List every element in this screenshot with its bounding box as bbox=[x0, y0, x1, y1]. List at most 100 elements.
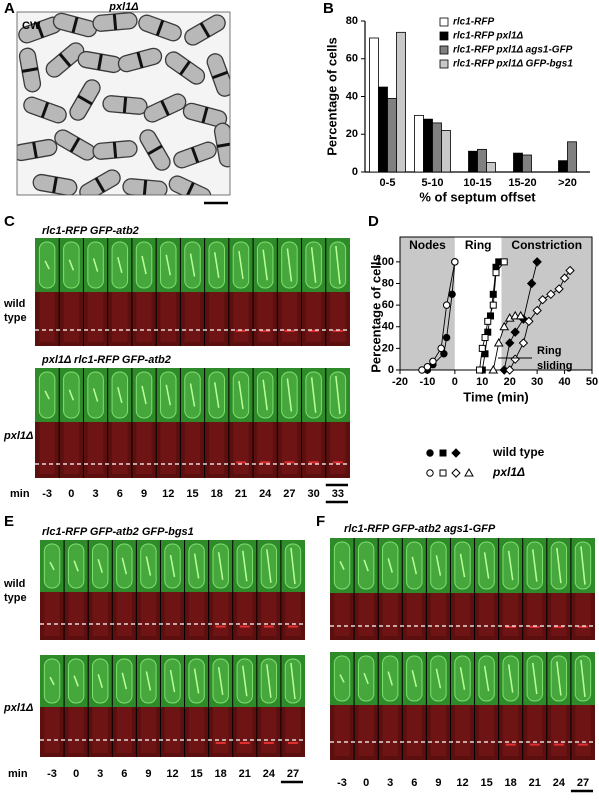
time-label: 3 bbox=[387, 777, 393, 789]
spindle bbox=[165, 384, 172, 406]
bar bbox=[477, 148, 487, 173]
image-frame bbox=[16, 11, 231, 196]
bar bbox=[468, 150, 478, 173]
spindle bbox=[435, 668, 442, 689]
spindle bbox=[339, 674, 345, 683]
cell-red bbox=[184, 292, 201, 342]
spindle bbox=[68, 259, 75, 271]
marker bbox=[537, 295, 548, 305]
y-tick-label: 20 bbox=[382, 342, 394, 354]
bar bbox=[387, 97, 397, 173]
marker bbox=[464, 467, 474, 477]
cell bbox=[143, 93, 187, 123]
time-label: 27 bbox=[287, 768, 299, 780]
marker bbox=[489, 290, 497, 298]
marker bbox=[489, 301, 497, 309]
time-label: 3 bbox=[93, 488, 99, 500]
septum bbox=[112, 141, 118, 159]
marker bbox=[451, 448, 461, 458]
spindle bbox=[580, 659, 586, 698]
spindle bbox=[290, 547, 296, 585]
time-label: 9 bbox=[145, 768, 151, 780]
marker bbox=[546, 289, 556, 300]
time-label: 0 bbox=[68, 488, 74, 500]
y-tick-label: 60 bbox=[382, 299, 394, 311]
spindle bbox=[262, 249, 268, 281]
spindle bbox=[363, 672, 369, 685]
legend-label: rlc1-RFP pxl1Δ ags1-GFP bbox=[453, 45, 573, 56]
cell-red bbox=[551, 705, 567, 756]
spindle bbox=[310, 247, 317, 283]
x-tick-label: 30 bbox=[531, 376, 543, 388]
series-line bbox=[509, 270, 571, 371]
legend-swatch bbox=[439, 45, 449, 55]
marker bbox=[439, 449, 447, 457]
spindle bbox=[411, 670, 418, 687]
panel-letter: D bbox=[368, 213, 379, 230]
marker bbox=[426, 449, 434, 457]
septum bbox=[21, 67, 39, 73]
spindle bbox=[44, 390, 50, 400]
time-label: 3 bbox=[97, 768, 103, 780]
marker bbox=[451, 258, 459, 266]
septum bbox=[190, 146, 200, 164]
cell-red bbox=[285, 592, 301, 636]
spindle bbox=[217, 667, 224, 695]
marker bbox=[418, 366, 426, 374]
marker bbox=[448, 290, 456, 299]
cell bbox=[184, 14, 226, 46]
septum bbox=[35, 21, 45, 39]
cell bbox=[32, 173, 78, 195]
x-tick-label: 0-5 bbox=[380, 177, 396, 189]
spindle bbox=[145, 556, 152, 576]
spindle bbox=[145, 671, 152, 691]
cell-red bbox=[116, 592, 133, 636]
panel-letter: E bbox=[4, 513, 14, 530]
spindle bbox=[92, 388, 99, 402]
bar bbox=[522, 154, 532, 173]
cell bbox=[117, 47, 163, 73]
x-tick-label: 40 bbox=[558, 376, 570, 388]
cell-red bbox=[478, 705, 495, 756]
x-tick-label: >20 bbox=[558, 177, 577, 189]
time-label: 0 bbox=[73, 768, 79, 780]
legend-label: pxl1Δ bbox=[492, 465, 525, 479]
cell-red bbox=[233, 292, 249, 342]
marker bbox=[559, 273, 570, 283]
y-axis-title: Percentage of cells bbox=[324, 37, 339, 156]
x-tick-label: 0 bbox=[452, 376, 458, 388]
cell-red bbox=[330, 292, 346, 342]
spindle bbox=[459, 667, 466, 690]
marker bbox=[442, 333, 451, 342]
marker bbox=[488, 364, 499, 374]
y-tick-label: 100 bbox=[376, 256, 394, 268]
cell-red bbox=[527, 705, 543, 756]
image-label: CW bbox=[22, 20, 41, 32]
marker bbox=[423, 363, 432, 371]
cell-red bbox=[237, 592, 253, 636]
time-label: 24 bbox=[553, 777, 566, 789]
time-unit: min bbox=[8, 768, 28, 780]
x-tick-label: 10 bbox=[476, 376, 488, 388]
septum bbox=[71, 16, 79, 34]
cell-red bbox=[184, 422, 201, 474]
marker bbox=[532, 257, 542, 267]
spindle bbox=[532, 549, 538, 582]
cell bbox=[213, 122, 230, 168]
cell-red bbox=[430, 593, 447, 636]
x-tick-label: 20 bbox=[504, 376, 516, 388]
y-tick-label: 40 bbox=[382, 321, 394, 333]
spindle bbox=[238, 250, 244, 280]
cell bbox=[54, 129, 96, 161]
septum bbox=[52, 176, 58, 194]
septum bbox=[211, 70, 229, 80]
bar bbox=[369, 37, 379, 173]
cell-red bbox=[358, 593, 374, 636]
cell-red bbox=[334, 593, 350, 636]
spindle bbox=[189, 383, 196, 407]
bar bbox=[423, 118, 433, 173]
x-tick-label: -20 bbox=[392, 376, 408, 388]
region-label: Constriction bbox=[511, 238, 582, 252]
x-tick-label: 50 bbox=[586, 376, 598, 388]
